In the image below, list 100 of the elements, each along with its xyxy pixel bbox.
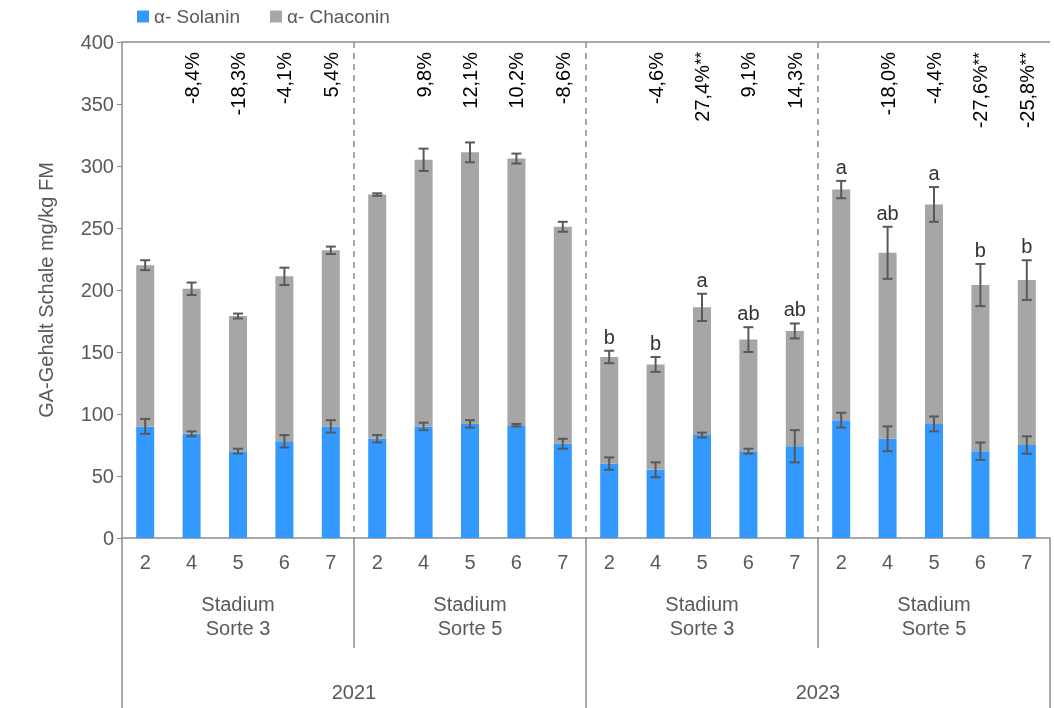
bar	[368, 194, 387, 439]
legend-label: α- Solanin	[154, 6, 240, 27]
annotation: -8,6%	[550, 52, 575, 105]
x-tick-label: 7	[1021, 551, 1033, 573]
legend-label: α- Chaconin	[286, 6, 390, 27]
bar	[136, 265, 155, 427]
bar	[832, 189, 851, 421]
y-tick-label: 50	[91, 465, 114, 487]
bar	[785, 330, 804, 447]
bar	[321, 250, 340, 427]
x-tick-label: 4	[650, 551, 662, 573]
y-tick-label: 200	[80, 279, 114, 301]
annotation: a	[696, 268, 709, 291]
bar	[553, 443, 572, 538]
annotation: 10,2%	[504, 52, 529, 109]
annotation: -8,4%	[179, 52, 204, 105]
bar	[507, 158, 526, 426]
bar	[646, 469, 665, 538]
bar	[693, 307, 711, 436]
annotation: -4,1%	[272, 52, 297, 105]
bar	[646, 364, 665, 470]
bar	[275, 276, 294, 442]
y-tick-label: 400	[80, 31, 114, 53]
bar	[832, 420, 851, 538]
bar	[414, 159, 433, 427]
x-tick-label: 2	[371, 551, 383, 573]
bar	[461, 423, 479, 538]
bar	[925, 204, 943, 424]
bar	[368, 438, 387, 538]
annotation: 14,3%	[782, 52, 807, 109]
annotation: -4,4%	[922, 52, 946, 105]
annotation: b	[603, 325, 615, 348]
bar	[275, 441, 294, 538]
bar	[182, 288, 201, 434]
x-tick-label: 2	[835, 551, 847, 573]
x-tick-label: 6	[278, 551, 290, 573]
bar	[739, 451, 758, 538]
bar	[182, 433, 201, 538]
bar	[600, 356, 619, 464]
x-tick-label: 7	[325, 551, 337, 573]
bar	[785, 446, 804, 538]
bar	[600, 463, 619, 538]
bar	[693, 435, 711, 538]
annotation: -18,3%	[226, 52, 250, 116]
text: Stadium Sorte 3	[201, 593, 275, 639]
bar	[971, 451, 990, 538]
x-tick-label: 7	[789, 551, 801, 573]
y-tick-label: 300	[80, 155, 114, 177]
x-tick-label: 5	[928, 551, 940, 573]
x-tick-label: 4	[418, 551, 430, 573]
bar	[1017, 280, 1036, 445]
annotation: b	[1021, 235, 1033, 258]
text: Stadium Sorte 5	[897, 593, 971, 639]
x-tick-label: 6	[742, 551, 754, 573]
x-tick-label: 4	[882, 551, 894, 573]
x-tick-label: 5	[464, 551, 476, 573]
bar	[971, 285, 990, 452]
bar	[461, 152, 479, 424]
annotation: 9,1%	[736, 52, 761, 98]
x-tick-label: 5	[696, 551, 708, 573]
annotation: -4,6%	[643, 52, 668, 105]
x-tick-label: 2	[139, 551, 151, 573]
bar	[229, 316, 247, 452]
bar	[414, 426, 433, 538]
bar	[553, 226, 572, 444]
bar	[507, 425, 526, 538]
bar	[739, 339, 758, 452]
annotation: ab	[783, 298, 806, 321]
bar	[925, 423, 943, 538]
bar	[878, 252, 897, 439]
x-tick-label: 6	[974, 551, 986, 573]
y-tick-label: 150	[80, 341, 114, 363]
annotation: ab	[737, 302, 760, 325]
annotation: a	[835, 155, 848, 178]
x-tick-label: 6	[510, 551, 522, 573]
text: Stadium Sorte 5	[433, 593, 507, 639]
annotation: ab	[876, 201, 899, 224]
annotation: 9,8%	[411, 52, 436, 98]
bar	[321, 426, 340, 538]
text: 2021	[331, 681, 377, 703]
text: 2023	[795, 681, 841, 703]
annotation: -18,0%	[875, 52, 900, 116]
bar	[136, 426, 155, 538]
y-tick-label: 250	[80, 217, 114, 239]
annotation: b	[974, 238, 986, 261]
x-tick-label: 5	[232, 551, 244, 573]
x-tick-label: 7	[557, 551, 569, 573]
annotation: 12,1%	[458, 52, 482, 109]
annotation: b	[650, 331, 662, 354]
text: Stadium Sorte 3	[665, 593, 739, 639]
y-axis-title: GA-Gehalt Schale mg/kg FM	[35, 162, 57, 418]
y-tick-label: 0	[102, 527, 114, 549]
annotation: 5,4%	[318, 52, 343, 98]
bar	[1017, 445, 1036, 538]
x-tick-label: 2	[603, 551, 615, 573]
y-tick-label: 100	[80, 403, 114, 425]
x-tick-label: 4	[186, 551, 198, 573]
annotation: a	[928, 162, 941, 185]
y-tick-label: 350	[80, 93, 114, 115]
bar	[229, 451, 247, 538]
